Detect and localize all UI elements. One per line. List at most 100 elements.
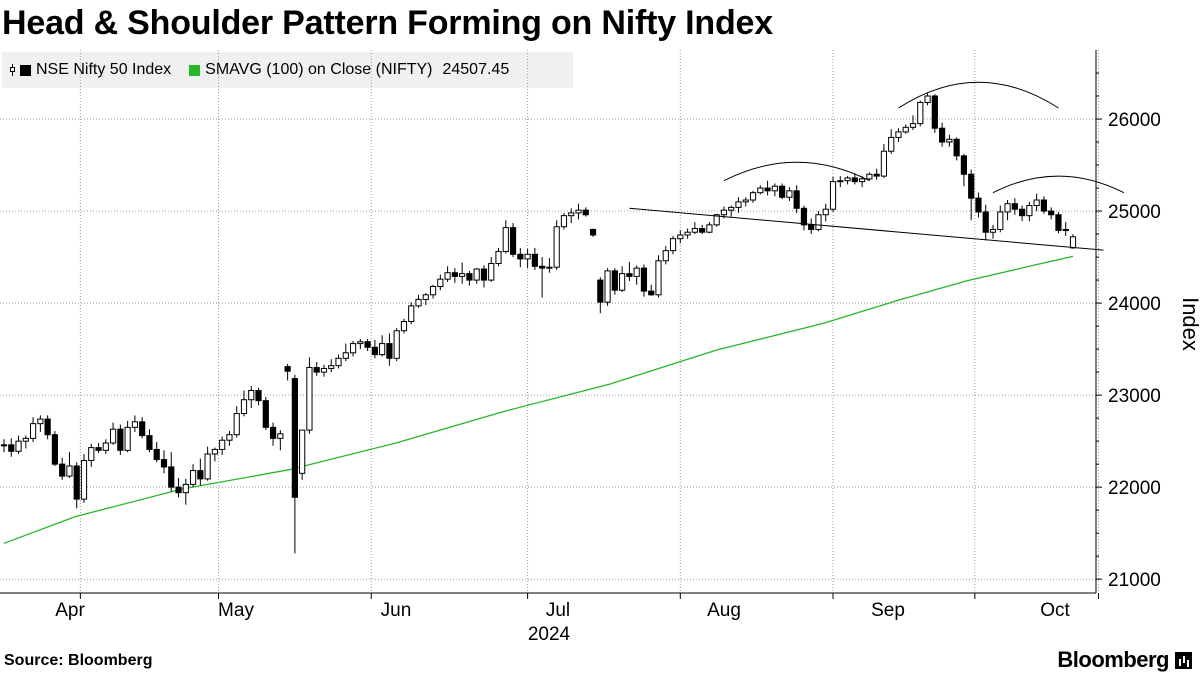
candle [575, 203, 582, 220]
candle [662, 246, 669, 265]
candle [793, 185, 800, 213]
candle-body [611, 270, 618, 291]
candle [815, 211, 822, 232]
candle [895, 128, 902, 143]
candle-body [989, 228, 997, 233]
candle-body [1069, 236, 1077, 249]
candle [684, 228, 691, 239]
candle [822, 203, 829, 222]
candle-body [764, 187, 771, 192]
candle [1026, 201, 1033, 222]
candle-body [735, 201, 742, 208]
candle [182, 478, 189, 505]
candle [1069, 234, 1077, 249]
candle [44, 415, 51, 440]
legend-item-sma[interactable]: SMAVG (100) on Close (NIFTY) 24507.45 [179, 61, 509, 79]
candle [386, 333, 393, 366]
candle [422, 292, 429, 305]
candle-body [648, 290, 655, 296]
candle-body [822, 208, 829, 216]
month-label-oct: Oct [1040, 600, 1070, 621]
candle [480, 265, 488, 288]
candle-body [539, 265, 546, 269]
candle [408, 302, 415, 325]
candle-body [415, 298, 422, 307]
candle [342, 343, 349, 362]
candle [328, 359, 335, 373]
candle [1033, 193, 1040, 212]
candle-body [837, 180, 844, 183]
candle-body [342, 352, 349, 359]
y-tick-label-21000: 21000 [1108, 570, 1161, 591]
candle [568, 208, 575, 224]
candle [677, 230, 684, 244]
candle [88, 443, 95, 467]
candle-body [909, 123, 917, 128]
candle-body [284, 366, 291, 372]
candle-body [517, 253, 524, 260]
candle-body [713, 214, 720, 226]
candle [277, 430, 284, 451]
candle [1018, 205, 1026, 222]
month-separators [79, 50, 1099, 593]
candle-body [313, 367, 320, 373]
candle-body [371, 346, 378, 356]
candle [349, 340, 357, 357]
legend-item-nifty[interactable]: NSE Nifty 50 Index [10, 61, 171, 79]
candle-body [386, 343, 393, 359]
candle-body [902, 126, 909, 133]
candle [524, 248, 531, 269]
candle-body [1004, 203, 1011, 213]
month-label-aug: Aug [707, 600, 741, 621]
candle-body [262, 400, 269, 428]
candle-body [786, 190, 793, 198]
candle-body [146, 435, 153, 450]
candle-body [640, 267, 648, 292]
candle [466, 270, 473, 286]
candle-body [117, 428, 124, 451]
y-axis: 21000 22000 23000 24000 25000 26000 [1095, 50, 1161, 593]
candle-body [684, 231, 691, 236]
candle [109, 422, 117, 445]
candle [1048, 207, 1055, 220]
candle [771, 183, 778, 197]
candle-body [1026, 205, 1033, 217]
candle-body [1062, 228, 1069, 231]
candle-body [626, 273, 633, 277]
candle-body [109, 428, 117, 444]
candle [269, 422, 277, 446]
grid-lines [0, 118, 1096, 580]
brand-text: Bloomberg [1057, 647, 1169, 672]
candle-body [953, 138, 960, 157]
candle [909, 115, 917, 131]
candle-series [0, 93, 1077, 554]
candle-body [379, 343, 386, 356]
candle [1040, 196, 1048, 214]
candle-body [793, 190, 800, 209]
candle-body [866, 173, 873, 180]
candle [619, 266, 626, 293]
candle [313, 361, 320, 376]
candle-body [677, 234, 684, 240]
candle-body [662, 250, 669, 262]
candle [924, 93, 931, 106]
candle [749, 190, 757, 203]
candle-body [997, 211, 1004, 230]
source-note: Source: Bloomberg [4, 652, 153, 669]
candle [939, 122, 946, 147]
candle [204, 446, 211, 481]
candle [502, 220, 509, 254]
candle-body [88, 447, 95, 461]
candle [531, 247, 538, 270]
candle-body [880, 150, 888, 177]
candle [37, 415, 44, 432]
candle [117, 424, 124, 455]
candle [284, 363, 291, 381]
candle [691, 222, 698, 235]
candle [211, 447, 218, 462]
candle [437, 274, 444, 291]
candle-body [815, 214, 822, 230]
candle [473, 268, 480, 284]
candle-body [888, 136, 895, 152]
candle [735, 197, 742, 213]
